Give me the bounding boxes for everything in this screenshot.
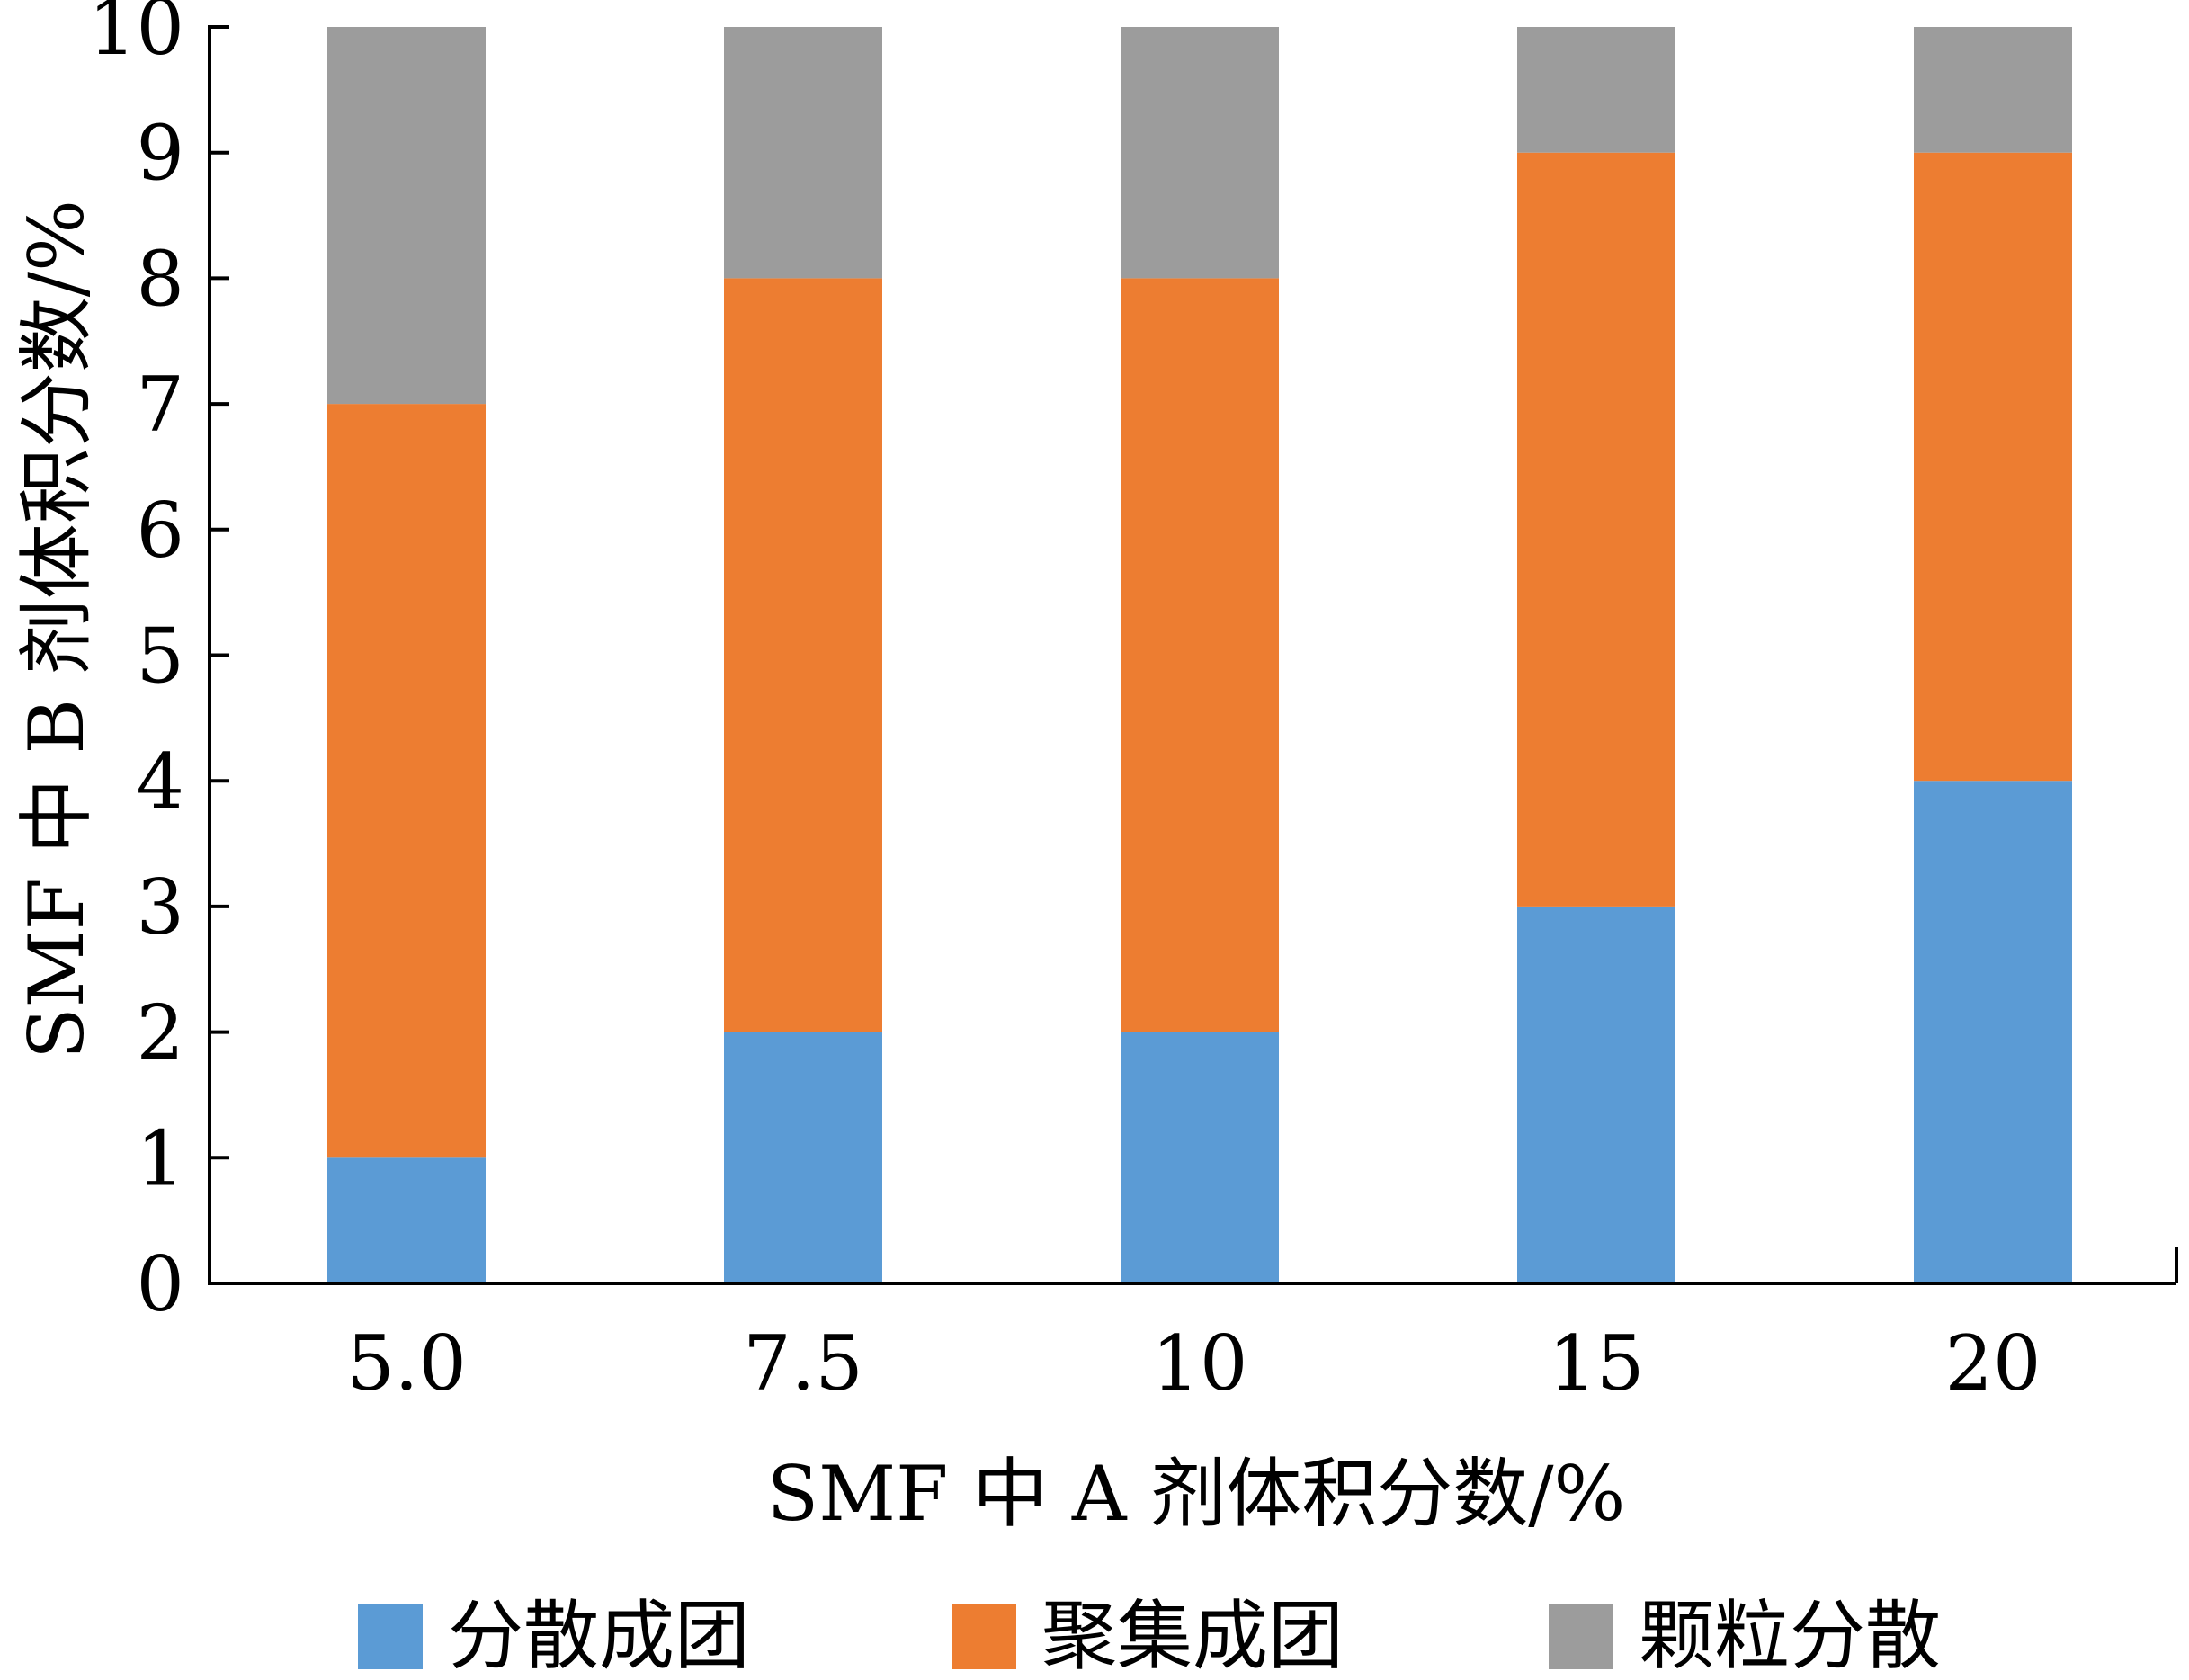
y-tick-label-9: 9 <box>137 110 184 198</box>
bars-group <box>327 27 2072 1283</box>
bar-3-10 <box>1121 27 1279 279</box>
legend-swatch-1 <box>358 1604 423 1669</box>
bar-2-20 <box>1914 152 2072 782</box>
bar-1-15 <box>1517 906 1675 1283</box>
legend-label-2: 聚集成团 <box>1041 1592 1344 1680</box>
y-tick-label-0: 0 <box>137 1240 184 1328</box>
legend-label-1: 分散成团 <box>448 1592 750 1680</box>
x-tick-label-20: 20 <box>1945 1319 2042 1407</box>
x-tick-labels: 5.0 7.5 10 15 20 <box>346 1319 2041 1407</box>
bar-2-10 <box>1121 278 1279 1032</box>
bar-3-20 <box>1914 27 2072 153</box>
y-tick-label-7: 7 <box>137 361 184 449</box>
y-tick-labels: 0 1 2 3 4 5 6 7 8 9 10 <box>88 0 184 1328</box>
bar-1-7.5 <box>724 1032 882 1283</box>
y-tick-label-2: 2 <box>137 989 184 1077</box>
bar-1-20 <box>1914 781 2072 1283</box>
y-tick-label-5: 5 <box>137 612 184 701</box>
y-tick-label-4: 4 <box>137 737 184 826</box>
legend-label-3: 颗粒分散 <box>1639 1592 1941 1680</box>
y-tick-label-10: 10 <box>88 0 184 72</box>
y-tick-label-3: 3 <box>137 863 184 952</box>
legend-swatch-2 <box>952 1604 1016 1669</box>
bar-3-15 <box>1517 27 1675 153</box>
x-tick-label-10: 10 <box>1152 1319 1248 1407</box>
y-tick-label-1: 1 <box>137 1114 184 1202</box>
bar-3-5.0 <box>327 27 486 405</box>
bar-1-5.0 <box>327 1157 486 1283</box>
bar-2-7.5 <box>724 278 882 1032</box>
legend-swatch-3 <box>1549 1604 1613 1669</box>
bar-3-7.5 <box>724 27 882 279</box>
bar-2-15 <box>1517 152 1675 907</box>
x-tick-label-15: 15 <box>1549 1319 1645 1407</box>
legend: 分散成团 聚集成团 颗粒分散 <box>358 1592 1941 1680</box>
x-tick-label-5.0: 5.0 <box>346 1319 467 1407</box>
y-axis-title: SMF 中 B 剂体积分数/% <box>13 200 101 1059</box>
bar-1-10 <box>1121 1032 1279 1283</box>
x-axis-title: SMF 中 A 剂体积分数/% <box>767 1450 1626 1538</box>
y-tick-label-8: 8 <box>137 235 184 323</box>
axes-group <box>208 25 2178 1285</box>
bar-2-5.0 <box>327 404 486 1158</box>
y-tick-label-6: 6 <box>137 487 184 575</box>
x-tick-label-7.5: 7.5 <box>743 1319 863 1407</box>
